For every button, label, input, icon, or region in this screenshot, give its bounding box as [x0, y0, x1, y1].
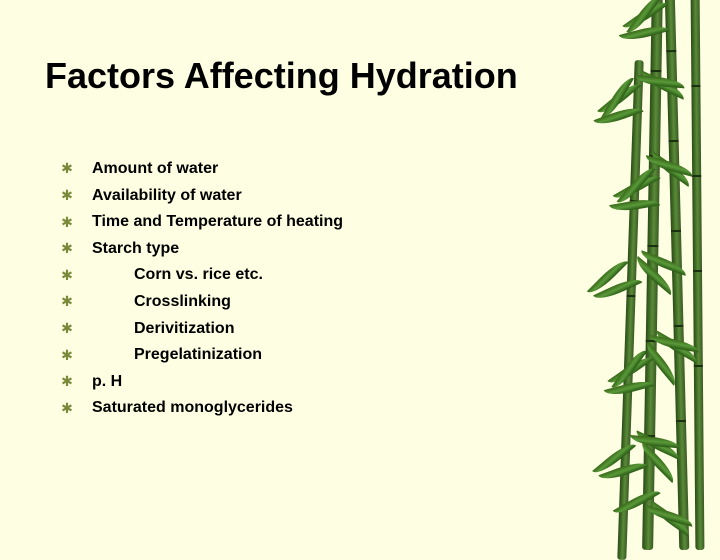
bullet-icon: ✱	[60, 375, 74, 389]
list-item-text: Saturated monoglycerides	[92, 397, 293, 419]
content-list: ✱ Amount of water ✱ Availability of water ✱ T…	[60, 158, 343, 424]
bullet-icon: ✱	[60, 348, 74, 362]
slide: Factors Affecting Hydration ✱ Amount of w…	[0, 0, 720, 540]
page-title: Factors Affecting Hydration	[45, 55, 518, 97]
bullet-icon: ✱	[60, 162, 74, 176]
bamboo-decoration	[585, 0, 720, 540]
list-item: ✱ Pregelatinization	[60, 344, 343, 366]
list-item: ✱ Availability of water	[60, 185, 343, 207]
bullet-icon: ✱	[60, 188, 74, 202]
list-item-text: Corn vs. rice etc.	[92, 264, 263, 286]
list-item-text: Starch type	[92, 238, 179, 260]
list-item: ✱ Time and Temperature of heating	[60, 211, 343, 233]
bullet-icon: ✱	[60, 215, 74, 229]
list-item: ✱ Saturated monoglycerides	[60, 397, 343, 419]
list-item: ✱ p. H	[60, 371, 343, 393]
bullet-icon: ✱	[60, 268, 74, 282]
list-item-text: Availability of water	[92, 185, 242, 207]
list-item-text: Amount of water	[92, 158, 218, 180]
bullet-icon: ✱	[60, 321, 74, 335]
list-item-text: Time and Temperature of heating	[92, 211, 343, 233]
list-item-text: p. H	[92, 371, 122, 393]
list-item: ✱ Amount of water	[60, 158, 343, 180]
bullet-icon: ✱	[60, 295, 74, 309]
list-item: ✱ Starch type	[60, 238, 343, 260]
list-item-text: Derivitization	[92, 318, 234, 340]
list-item: ✱ Crosslinking	[60, 291, 343, 313]
list-item: ✱ Corn vs. rice etc.	[60, 264, 343, 286]
bullet-icon: ✱	[60, 401, 74, 415]
list-item: ✱ Derivitization	[60, 318, 343, 340]
bullet-icon: ✱	[60, 242, 74, 256]
list-item-text: Pregelatinization	[92, 344, 262, 366]
list-item-text: Crosslinking	[92, 291, 231, 313]
